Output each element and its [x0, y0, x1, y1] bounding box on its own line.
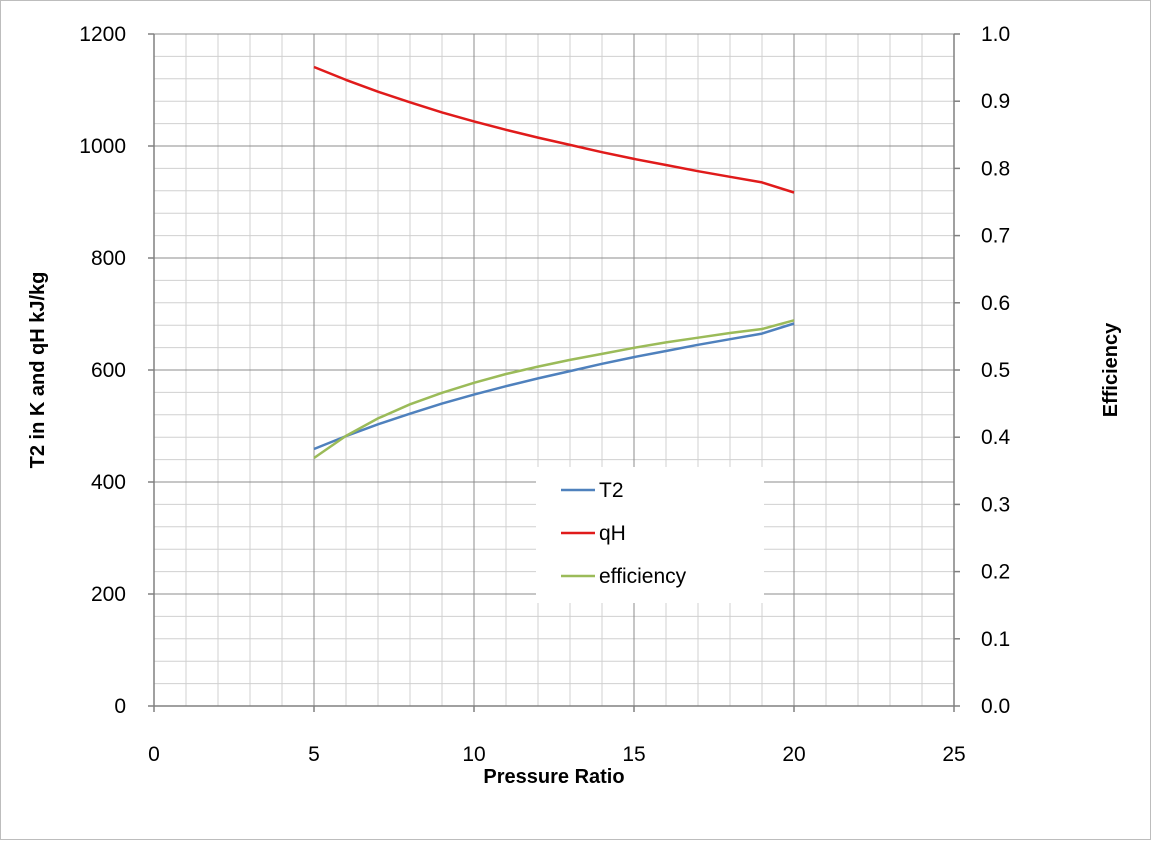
y2-tick-label: 1.0 — [981, 23, 1010, 46]
y-tick-label: 800 — [91, 247, 126, 270]
y2-tick-label: 0.3 — [981, 493, 1010, 516]
y2-tick-label: 0.4 — [981, 426, 1011, 449]
series-line-qH — [313, 65, 795, 194]
y2-tick-label: 0.8 — [981, 157, 1010, 180]
x-tick-label: 0 — [148, 743, 160, 766]
y-tick-label: 1000 — [79, 135, 126, 158]
x-tick-label: 5 — [308, 743, 320, 766]
legend-label-qH: qH — [599, 522, 626, 545]
series-lines — [313, 65, 795, 460]
y-axis-title: T2 in K and qH kJ/kg — [27, 272, 49, 469]
y2-tick-label: 0.5 — [981, 359, 1010, 382]
x-axis-title: Pressure Ratio — [483, 766, 624, 788]
y2-tick-label: 0.2 — [981, 561, 1010, 584]
legend: T2 qH efficiency — [536, 467, 764, 603]
x-tick-label: 25 — [942, 743, 965, 766]
y-tick-label: 1200 — [79, 23, 126, 46]
x-tick-label: 20 — [782, 743, 805, 766]
y2-tick-label: 0.7 — [981, 225, 1010, 248]
y-tick-label: 600 — [91, 359, 126, 382]
legend-label-T2: T2 — [599, 479, 624, 502]
series-line-efficiency — [313, 319, 795, 460]
y2-axis-title: Efficiency — [1100, 322, 1122, 417]
axes: 0 5 10 15 20 25 0 200 400 600 800 1000 1200 0.0 0.1 0.2… — [79, 23, 1010, 766]
y2-tick-label: 0.0 — [981, 695, 1010, 718]
legend-label-efficiency: efficiency — [599, 565, 687, 588]
grid — [154, 33, 954, 706]
y2-tick-label: 0.1 — [981, 628, 1010, 651]
y-tick-label: 0 — [114, 695, 126, 718]
y2-tick-label: 0.9 — [981, 90, 1010, 113]
series-line-T2 — [313, 322, 795, 451]
x-tick-label: 10 — [462, 743, 485, 766]
y-tick-label: 400 — [91, 471, 126, 494]
x-tick-label: 15 — [622, 743, 645, 766]
y2-tick-label: 0.6 — [981, 292, 1010, 315]
y-tick-label: 200 — [91, 583, 126, 606]
